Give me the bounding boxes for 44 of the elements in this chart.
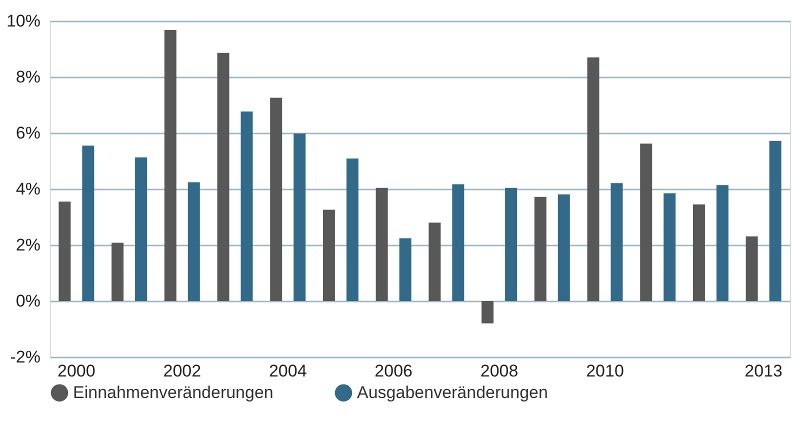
x-tick-label: 2013 — [744, 362, 782, 380]
legend-label: Einnahmenveränderungen — [73, 382, 274, 402]
bar — [587, 57, 600, 301]
bar — [217, 52, 230, 301]
bar — [294, 134, 306, 301]
y-tick-label: 10% — [6, 12, 40, 30]
bar — [322, 210, 335, 301]
x-tick-label: 2010 — [586, 362, 624, 380]
bar — [135, 157, 148, 301]
x-tick-label: 2000 — [58, 362, 96, 380]
bar — [692, 204, 705, 301]
bar — [399, 238, 412, 301]
legend-label: Ausgabenveränderungen — [357, 382, 548, 402]
y-tick-label: -2% — [10, 348, 40, 366]
bar — [58, 202, 71, 301]
x-tick-label: 2002 — [163, 362, 202, 380]
bar — [240, 111, 253, 301]
bar — [270, 98, 282, 301]
bar — [664, 193, 676, 301]
y-tick-label: 0% — [16, 292, 40, 310]
bar — [376, 188, 388, 301]
bar — [452, 184, 464, 301]
x-tick-label: 2006 — [374, 362, 412, 380]
bar — [346, 158, 358, 301]
bar — [505, 188, 518, 301]
bar — [746, 236, 758, 301]
y-tick-label: 6% — [16, 124, 40, 142]
bar — [112, 242, 124, 301]
bar — [188, 182, 200, 301]
bar — [610, 183, 623, 301]
bar — [534, 196, 546, 301]
y-tick-label: 2% — [16, 236, 40, 254]
bar — [716, 185, 728, 301]
bar — [769, 140, 782, 301]
bar — [640, 144, 652, 301]
x-tick-label: 2004 — [268, 362, 307, 380]
y-tick-label: 4% — [16, 180, 40, 198]
bar — [482, 301, 494, 324]
bar — [428, 222, 441, 301]
x-tick-label: 2008 — [480, 362, 518, 380]
y-tick-label: 8% — [16, 68, 40, 86]
bar — [558, 194, 570, 301]
bar — [164, 30, 176, 301]
bar — [82, 146, 94, 301]
